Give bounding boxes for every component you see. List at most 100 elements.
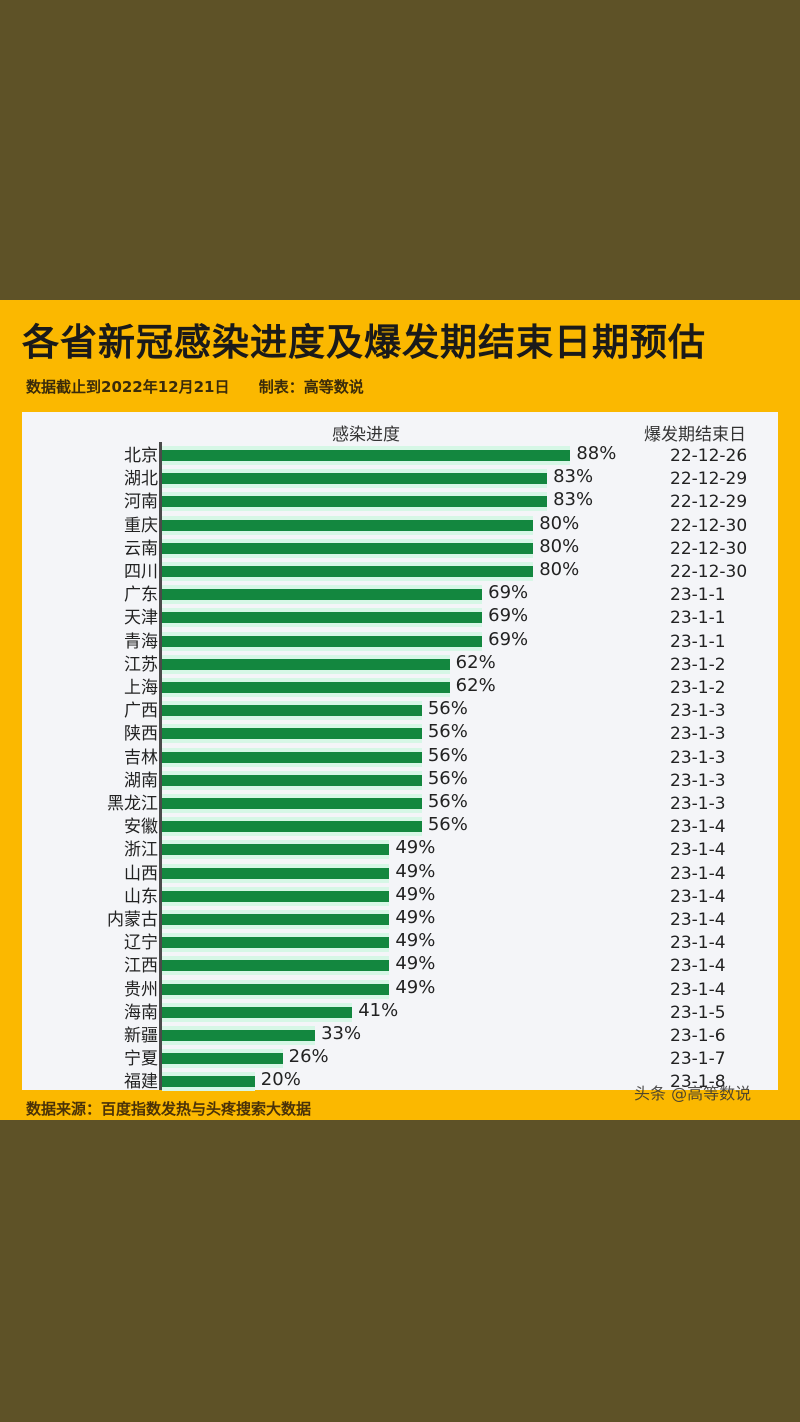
province-label: 北京 <box>124 446 158 466</box>
made-by: 制表：高等数说 <box>258 378 364 396</box>
value-label: 56% <box>427 744 468 766</box>
progress-bar <box>162 798 422 809</box>
chart-row: 河南 83% 22-12-29 <box>22 489 778 513</box>
value-label: 69% <box>488 605 529 627</box>
end-date: 23-1-7 <box>670 1049 726 1070</box>
end-date: 23-1-1 <box>670 585 726 606</box>
end-date: 23-1-3 <box>670 747 726 768</box>
value-label: 56% <box>427 791 468 812</box>
province-label: 江西 <box>124 956 158 977</box>
chart-row: 辽宁 49% 23-1-4 <box>22 930 778 954</box>
province-label: 江苏 <box>124 654 158 675</box>
province-label: 青海 <box>124 631 158 652</box>
chart-row: 海南 41% 23-1-5 <box>22 1000 778 1024</box>
value-label: 33% <box>321 1023 362 1044</box>
progress-bar <box>162 1053 283 1065</box>
end-date: 22-12-29 <box>670 492 748 513</box>
value-label: 80% <box>539 535 580 557</box>
progress-bar <box>162 844 390 856</box>
province-label: 吉林 <box>124 747 158 768</box>
chart-row: 吉林 56% 23-1-3 <box>22 744 778 769</box>
province-label: 湖南 <box>124 770 158 791</box>
value-label: 49% <box>395 837 436 859</box>
province-label: 陕西 <box>124 724 158 745</box>
data-source: 数据来源：百度指数发热与头疼搜索大数据 <box>26 1100 312 1118</box>
province-label: 安徽 <box>124 817 158 838</box>
value-label: 88% <box>576 443 617 464</box>
end-date: 23-1-4 <box>670 840 726 861</box>
chart-row: 新疆 33% 23-1-6 <box>22 1023 778 1047</box>
chart-row: 福建 20% 23-1-8 <box>22 1069 778 1093</box>
end-date: 22-12-30 <box>670 515 748 536</box>
province-label: 宁夏 <box>124 1049 158 1070</box>
province-label: 新疆 <box>124 1026 158 1046</box>
chart-row: 陕西 56% 23-1-3 <box>22 721 778 745</box>
value-label: 56% <box>427 721 468 743</box>
chart-row: 湖南 56% 23-1-3 <box>22 768 778 792</box>
progress-bar <box>162 937 390 949</box>
subtitle: 数据截止到2022年12月21日 制表：高等数说 <box>26 376 388 397</box>
value-label: 20% <box>260 1069 301 1091</box>
progress-bar <box>162 774 422 786</box>
progress-bar <box>162 496 548 508</box>
page-title: 各省新冠感染进度及爆发期结束日期预估 <box>22 321 706 364</box>
chart-panel: 各省新冠感染进度及爆发期结束日期预估 数据截止到2022年12月21日 制表：高… <box>0 300 800 1120</box>
progress-bar <box>162 635 483 647</box>
progress-bar <box>162 890 390 902</box>
province-label: 天津 <box>124 608 158 629</box>
value-label: 49% <box>395 883 436 905</box>
province-label: 广东 <box>124 585 158 606</box>
end-date: 23-1-4 <box>670 863 726 884</box>
value-label: 83% <box>553 466 594 488</box>
end-date: 23-1-3 <box>670 724 726 745</box>
end-date: 22-12-30 <box>670 538 748 559</box>
chart-row: 四川 80% 22-12-30 <box>22 559 778 583</box>
end-date: 23-1-4 <box>670 979 726 1000</box>
province-label: 山西 <box>124 863 158 884</box>
chart-row: 山东 49% 23-1-4 <box>22 883 778 908</box>
province-label: 重庆 <box>124 515 158 536</box>
chart-row: 广西 56% 23-1-3 <box>22 698 778 722</box>
chart-row: 青海 69% 23-1-1 <box>22 628 778 653</box>
value-label: 83% <box>553 489 594 511</box>
value-label: 49% <box>395 860 436 882</box>
progress-bar <box>162 473 548 485</box>
value-label: 49% <box>395 953 436 975</box>
end-date: 22-12-30 <box>670 562 748 582</box>
province-label: 内蒙古 <box>107 910 158 930</box>
progress-bar <box>162 821 422 833</box>
end-date: 23-1-4 <box>670 910 726 930</box>
end-date-column-header: 爆发期结束日 <box>644 425 746 445</box>
data-cutoff: 数据截止到2022年12月21日 <box>26 378 230 396</box>
value-label: 49% <box>395 976 436 998</box>
watermark: 头条 @高等数说 <box>634 1084 752 1103</box>
end-date: 22-12-29 <box>670 469 748 490</box>
progress-bar <box>162 1030 316 1041</box>
progress-bar <box>162 914 390 925</box>
progress-bar <box>162 519 534 531</box>
progress-bar <box>162 983 390 995</box>
chart-row: 江西 49% 23-1-4 <box>22 953 778 977</box>
end-date: 23-1-4 <box>670 933 726 954</box>
province-label: 云南 <box>124 538 158 559</box>
chart-row: 内蒙古 49% 23-1-4 <box>22 907 778 931</box>
province-label: 河南 <box>124 492 158 513</box>
end-date: 23-1-8 <box>670 1072 726 1093</box>
end-date: 23-1-4 <box>670 886 726 907</box>
chart-row: 黑龙江 56% 23-1-3 <box>22 791 778 815</box>
province-label: 广西 <box>124 701 158 722</box>
province-label: 浙江 <box>124 840 158 861</box>
province-label: 湖北 <box>124 469 158 490</box>
chart-row: 天津 69% 23-1-1 <box>22 605 778 629</box>
progress-bar <box>162 658 450 670</box>
progress-bar <box>162 682 450 693</box>
progress-bar <box>162 1006 353 1018</box>
value-label: 49% <box>395 907 436 928</box>
end-date: 23-1-3 <box>670 701 726 722</box>
progress-bar <box>162 867 390 879</box>
value-label: 69% <box>488 628 529 650</box>
chart-row: 安徽 56% 23-1-4 <box>22 814 778 838</box>
progress-bar <box>162 728 422 740</box>
chart-row: 湖北 83% 22-12-29 <box>22 466 778 490</box>
chart-row: 宁夏 26% 23-1-7 <box>22 1046 778 1070</box>
